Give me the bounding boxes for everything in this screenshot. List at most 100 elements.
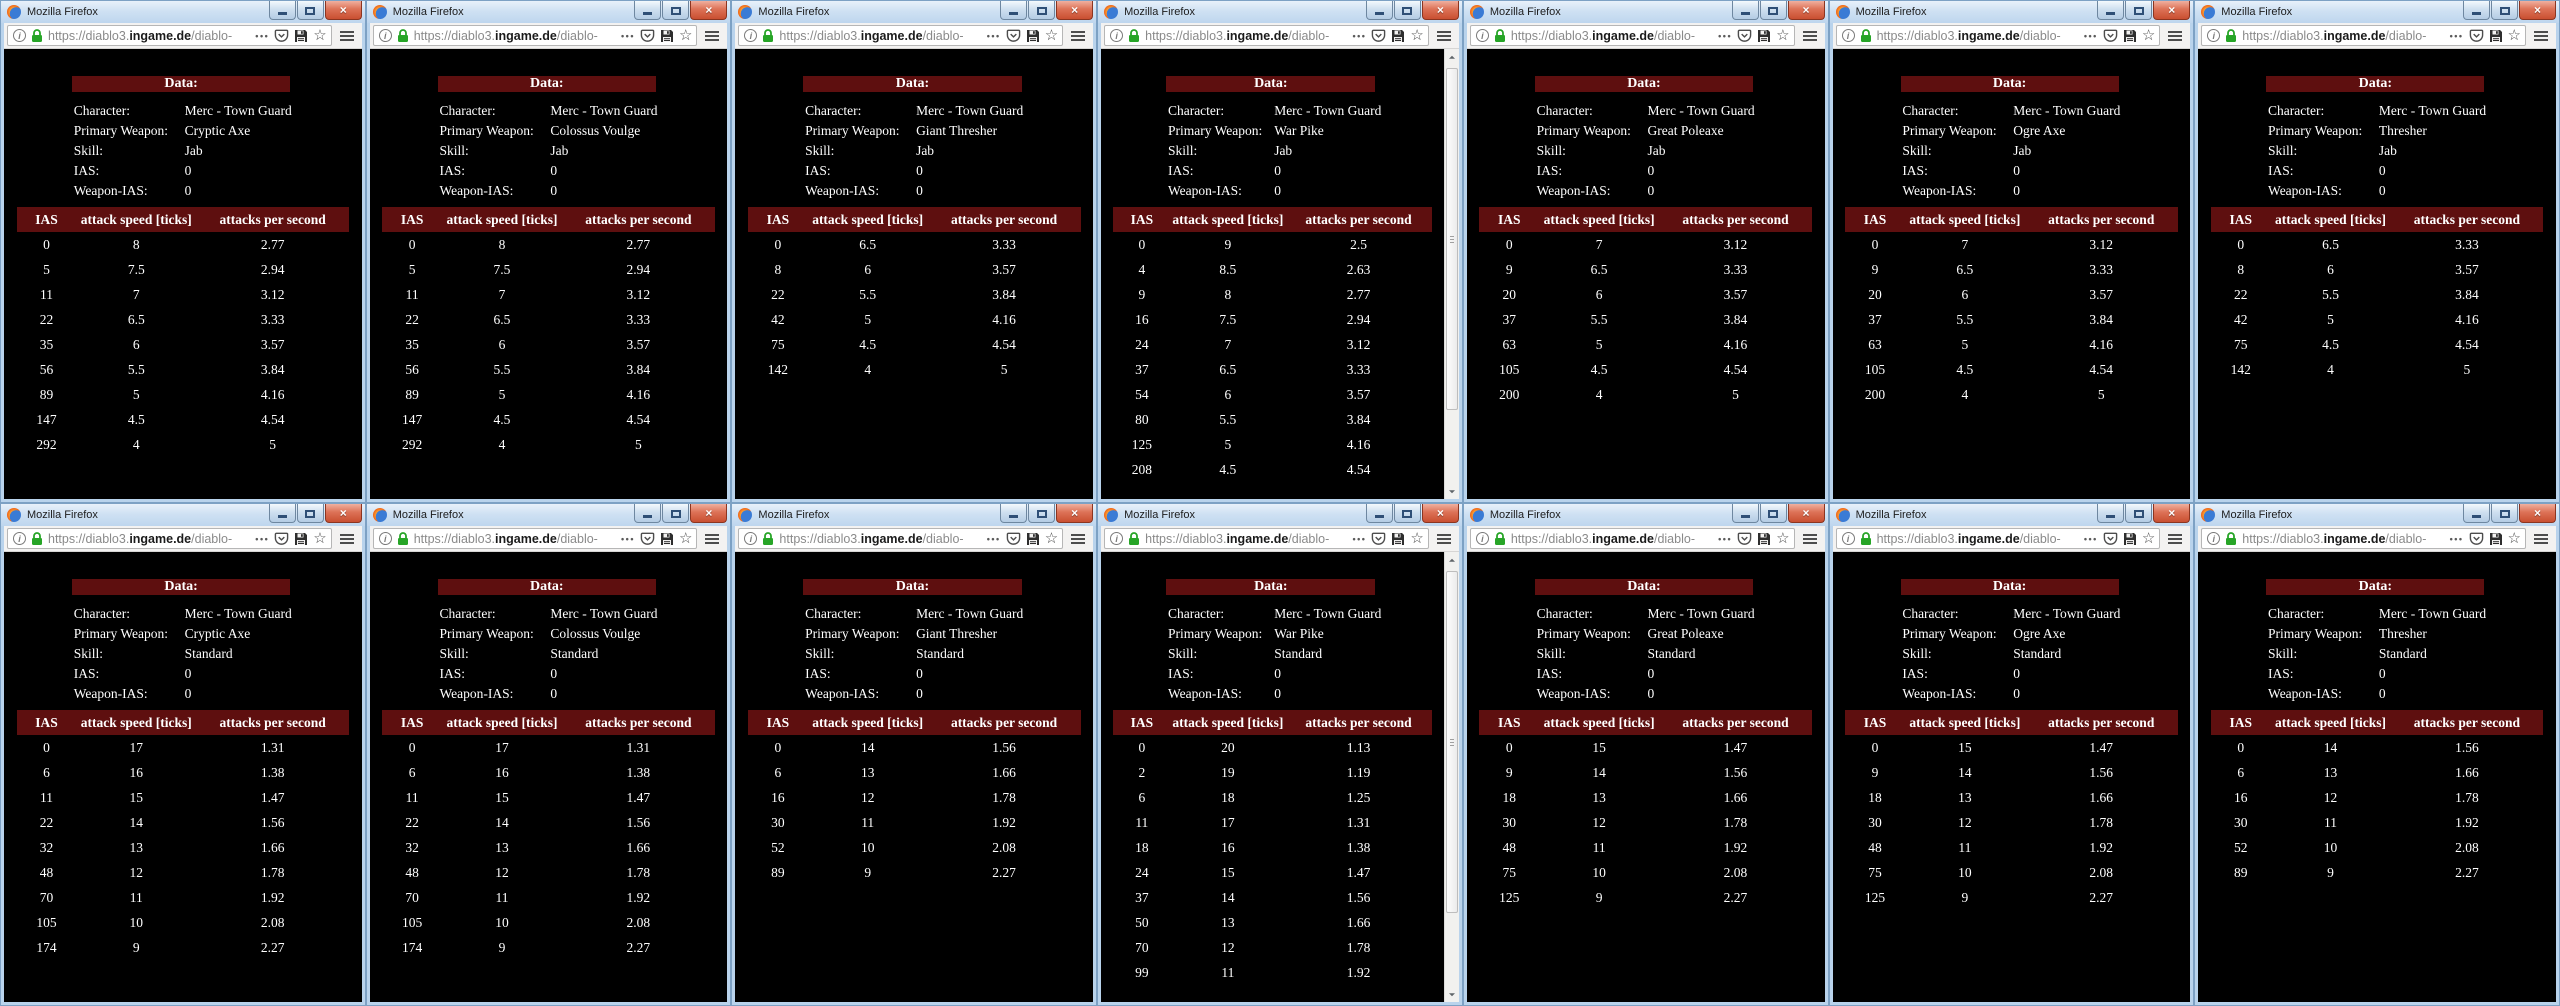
page-actions-icon[interactable]: ••• — [2083, 533, 2098, 544]
menu-icon[interactable] — [336, 529, 358, 549]
page-actions-icon[interactable]: ••• — [255, 533, 270, 544]
maximize-button[interactable] — [2491, 504, 2518, 523]
url-bar[interactable]: i https://diablo3.ingame.de/diablo- ••• — [372, 528, 698, 549]
maximize-button[interactable] — [662, 504, 690, 523]
bookmark-star-icon[interactable]: ☆ — [2507, 530, 2521, 547]
menu-icon[interactable] — [1799, 26, 1821, 46]
maximize-button[interactable] — [2491, 1, 2518, 20]
bookmark-star-icon[interactable]: ☆ — [1044, 530, 1059, 547]
menu-icon[interactable] — [1067, 529, 1089, 549]
close-button[interactable]: × — [1787, 504, 1825, 523]
close-button[interactable]: × — [1787, 1, 1825, 20]
scroll-thumb[interactable] — [1445, 571, 1458, 913]
lock-icon[interactable] — [1494, 531, 1506, 546]
lock-icon[interactable] — [1494, 28, 1506, 43]
pocket-icon[interactable] — [2469, 28, 2484, 43]
scroll-up-icon[interactable] — [1444, 552, 1459, 567]
info-icon[interactable]: i — [2207, 532, 2221, 545]
scroll-up-icon[interactable] — [1444, 49, 1459, 64]
save-icon[interactable] — [1026, 29, 1040, 43]
save-icon[interactable] — [2489, 29, 2503, 43]
info-icon[interactable]: i — [13, 532, 26, 545]
save-icon[interactable] — [660, 532, 674, 546]
url-bar[interactable]: i https://diablo3.ingame.de/diablo- ••• — [738, 528, 1064, 549]
minimize-button[interactable] — [1731, 1, 1759, 20]
page-actions-icon[interactable]: ••• — [255, 30, 270, 41]
page-actions-icon[interactable]: ••• — [2449, 533, 2464, 544]
page-actions-icon[interactable]: ••• — [621, 533, 635, 544]
bookmark-star-icon[interactable]: ☆ — [2141, 27, 2156, 44]
url-bar[interactable]: i https://diablo3.ingame.de/diablo- ••• — [1104, 528, 1429, 549]
menu-icon[interactable] — [1067, 26, 1089, 46]
bookmark-star-icon[interactable]: ☆ — [1776, 27, 1790, 44]
scrollbar[interactable] — [1443, 552, 1459, 1002]
page-actions-icon[interactable]: ••• — [986, 30, 1001, 41]
save-icon[interactable] — [660, 29, 674, 43]
url-bar[interactable]: i https://diablo3.ingame.de/diablo- ••• — [1835, 25, 2161, 46]
scroll-down-icon[interactable] — [1444, 484, 1459, 499]
info-icon[interactable]: i — [1110, 532, 1124, 545]
menu-icon[interactable] — [701, 529, 723, 549]
menu-icon[interactable] — [701, 26, 723, 46]
title-bar[interactable]: Mozilla Firefox × — [1098, 504, 1462, 526]
pocket-icon[interactable] — [1737, 531, 1752, 546]
minimize-button[interactable] — [2463, 504, 2490, 523]
lock-icon[interactable] — [31, 28, 43, 43]
save-icon[interactable] — [294, 29, 308, 43]
title-bar[interactable]: Mozilla Firefox × — [366, 1, 731, 23]
bookmark-star-icon[interactable]: ☆ — [1776, 530, 1790, 547]
minimize-button[interactable] — [1731, 504, 1759, 523]
info-icon[interactable]: i — [1841, 29, 1855, 42]
minimize-button[interactable] — [1000, 504, 1028, 523]
minimize-button[interactable] — [2097, 504, 2125, 523]
close-button[interactable]: × — [1056, 504, 1094, 523]
menu-icon[interactable] — [2164, 26, 2186, 46]
bookmark-star-icon[interactable]: ☆ — [2507, 27, 2521, 44]
page-actions-icon[interactable]: ••• — [2083, 30, 2098, 41]
pocket-icon[interactable] — [2103, 531, 2118, 546]
pocket-icon[interactable] — [1371, 28, 1386, 43]
page-actions-icon[interactable]: ••• — [986, 533, 1001, 544]
info-icon[interactable]: i — [1841, 532, 1855, 545]
close-button[interactable]: × — [2153, 504, 2191, 523]
info-icon[interactable]: i — [378, 532, 392, 545]
title-bar[interactable]: Mozilla Firefox × — [1829, 1, 2194, 23]
minimize-button[interactable] — [2463, 1, 2490, 20]
url-bar[interactable]: i https://diablo3.ingame.de/diablo- ••• — [2201, 528, 2526, 549]
bookmark-star-icon[interactable]: ☆ — [678, 530, 693, 547]
page-actions-icon[interactable]: ••• — [1352, 30, 1367, 41]
maximize-button[interactable] — [662, 1, 690, 20]
maximize-button[interactable] — [1028, 504, 1056, 523]
save-icon[interactable] — [1391, 29, 1405, 43]
scroll-thumb[interactable] — [1445, 68, 1458, 410]
title-bar[interactable]: Mozilla Firefox × — [1829, 504, 2194, 526]
info-icon[interactable]: i — [1475, 29, 1489, 42]
pocket-icon[interactable] — [2469, 531, 2484, 546]
lock-icon[interactable] — [2225, 28, 2237, 43]
save-icon[interactable] — [2489, 532, 2503, 546]
minimize-button[interactable] — [1365, 1, 1393, 20]
maximize-button[interactable] — [296, 504, 324, 523]
page-actions-icon[interactable]: ••• — [1718, 30, 1733, 41]
lock-icon[interactable] — [1860, 531, 1872, 546]
close-button[interactable]: × — [2519, 504, 2556, 523]
url-bar[interactable]: i https://diablo3.ingame.de/diablo- ••• — [2201, 25, 2526, 46]
minimize-button[interactable] — [1000, 1, 1028, 20]
save-icon[interactable] — [2123, 29, 2137, 43]
menu-icon[interactable] — [1433, 529, 1455, 549]
url-bar[interactable]: i https://diablo3.ingame.de/diablo- ••• — [1469, 528, 1795, 549]
close-button[interactable]: × — [324, 504, 362, 523]
close-button[interactable]: × — [324, 1, 362, 20]
pocket-icon[interactable] — [1006, 28, 1021, 43]
title-bar[interactable]: Mozilla Firefox × — [366, 504, 731, 526]
bookmark-star-icon[interactable]: ☆ — [313, 27, 327, 44]
pocket-icon[interactable] — [1371, 531, 1386, 546]
minimize-button[interactable] — [268, 1, 296, 20]
close-button[interactable]: × — [2153, 1, 2191, 20]
pocket-icon[interactable] — [1006, 531, 1021, 546]
save-icon[interactable] — [294, 532, 308, 546]
maximize-button[interactable] — [2125, 504, 2153, 523]
close-button[interactable]: × — [2519, 1, 2556, 20]
url-bar[interactable]: i https://diablo3.ingame.de/diablo- ••• — [372, 25, 698, 46]
menu-icon[interactable] — [1433, 26, 1455, 46]
